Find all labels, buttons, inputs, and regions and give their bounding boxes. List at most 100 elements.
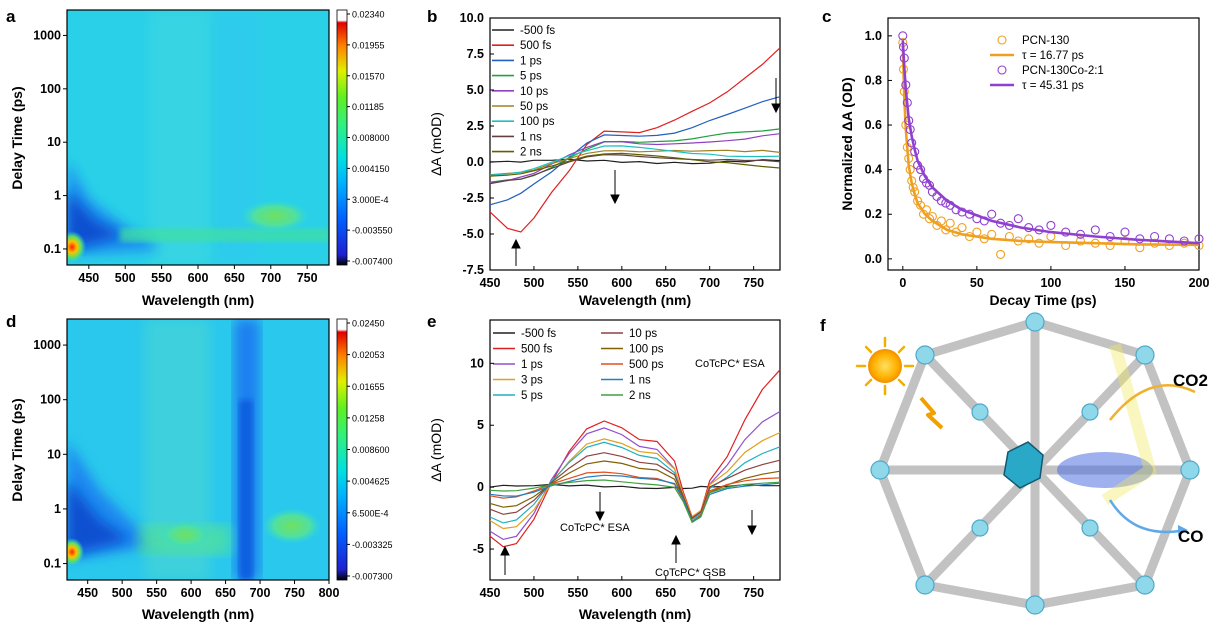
lightning-icon — [919, 396, 944, 430]
data-point — [1090, 225, 1100, 235]
y-tick-label: -2.5 — [462, 191, 484, 205]
legend-label: 50 ps — [520, 101, 548, 113]
cluster-node — [971, 519, 989, 537]
x-tick-label: 450 — [480, 586, 501, 600]
data-point — [898, 31, 908, 41]
co-arrow — [1108, 499, 1186, 534]
y-tick-label: 1000 — [33, 28, 61, 42]
data-point — [1075, 236, 1086, 246]
arrow-b-down-head — [610, 194, 620, 205]
legend-label: 500 ps — [629, 359, 664, 371]
y-tick-label: 0 — [477, 480, 484, 494]
panel-letter-e: e — [427, 312, 436, 331]
annotation-e-gsb: CoTcPC* GSB — [655, 567, 726, 579]
plot-e-arrows — [500, 492, 757, 575]
y-tick-label: 0.4 — [865, 163, 882, 177]
x-tick-label: 600 — [611, 586, 632, 600]
series-line — [489, 133, 781, 183]
y-tick-label: 5 — [477, 418, 484, 432]
heatmap-a-image — [67, 10, 329, 265]
series-line — [489, 431, 781, 530]
heatmap-d-xlabel: Wavelength (nm) — [142, 606, 254, 622]
x-tick-label: 650 — [655, 586, 676, 600]
y-tick-label: 100 — [40, 393, 61, 407]
heatmap-d-ylabel: Delay Time (ps) — [9, 398, 25, 501]
x-tick-label: 500 — [115, 271, 136, 285]
x-tick-label: 500 — [112, 586, 133, 600]
cluster-node — [1180, 460, 1200, 480]
x-tick-label: 450 — [480, 276, 501, 290]
cluster-node — [1025, 595, 1045, 615]
data-point — [1120, 227, 1130, 237]
cluster-node — [971, 403, 989, 421]
y-tick-label: 1 — [54, 502, 61, 516]
plot-c-xlabel: Decay Time (ps) — [989, 292, 1096, 308]
colorbar-tick-label: -0.007400 — [352, 257, 393, 267]
heatmap-d-frame — [66, 318, 330, 581]
cluster-node — [1081, 403, 1099, 421]
panel-letter-d: d — [6, 312, 16, 331]
colorbar-tick-label: 0.01955 — [352, 40, 385, 50]
y-tick-label: 10 — [47, 447, 61, 461]
label-co2: CO2 — [1173, 371, 1208, 390]
colorbar-d — [336, 318, 348, 581]
annotation-e-esa-mid: CoTcPC* ESA — [560, 522, 630, 534]
colorbar-tick-label: -0.007300 — [352, 572, 393, 582]
cluster-node — [870, 460, 890, 480]
cluster-node — [915, 575, 935, 595]
series-line — [489, 452, 781, 520]
legend-label: 500 fs — [521, 344, 553, 356]
x-tick-label: 500 — [524, 276, 545, 290]
legend-label: τ = 16.77 ps — [1022, 50, 1084, 62]
panel-d: d 450 500 550 600 650 700 750 800 0.1 1 10 100 1000… — [6, 312, 393, 622]
legend-label: 1 ps — [521, 359, 543, 371]
series-line — [489, 410, 781, 541]
series-line — [489, 479, 781, 524]
data-point — [1024, 234, 1034, 244]
y-tick-label: 0.0 — [865, 252, 882, 266]
x-tick-label: 450 — [78, 271, 99, 285]
plot-e-xlabel: Wavelength (nm) — [579, 606, 691, 622]
series-line — [489, 96, 781, 206]
label-co: CO — [1178, 527, 1204, 546]
fit-line — [901, 46, 1200, 247]
y-tick-label: 100 — [40, 82, 61, 96]
series-line — [489, 460, 781, 523]
panel-letter-f: f — [820, 316, 826, 335]
framework-nodes — [870, 312, 1200, 615]
data-point — [945, 218, 955, 228]
y-tick-label: -5 — [473, 542, 484, 556]
x-tick-label: 600 — [181, 586, 202, 600]
colorbar-a — [336, 9, 348, 266]
y-tick-label: -7.5 — [462, 263, 484, 277]
colorbar-tick-label: 0.01185 — [352, 102, 384, 112]
x-tick-label: 450 — [77, 586, 98, 600]
heatmap-a-xlabel: Wavelength (nm) — [142, 292, 254, 308]
x-tick-label: 600 — [611, 276, 632, 290]
y-tick-label: 2.5 — [467, 119, 484, 133]
colorbar-tick-label: 0.01655 — [352, 382, 385, 392]
plot-c-ylabel: Normalized ΔA (OD) — [839, 77, 855, 210]
series-line — [489, 47, 781, 233]
legend-label: 1 ns — [629, 375, 651, 387]
colorbar-tick-label: 0.01570 — [352, 71, 385, 81]
plot-b-ylabel: ΔA (mOD) — [428, 112, 444, 176]
legend-label: τ = 45.31 ps — [1022, 80, 1084, 92]
series-line — [489, 441, 781, 524]
colorbar-tick-label: 3.000E-4 — [352, 195, 389, 205]
heatmap-a-ylabel: Delay Time (ps) — [9, 86, 25, 189]
x-tick-label: 650 — [655, 276, 676, 290]
arrow-b-down2-head — [771, 103, 781, 114]
x-tick-label: 550 — [151, 271, 172, 285]
series-line — [489, 471, 781, 523]
x-tick-label: 550 — [146, 586, 167, 600]
colorbar-tick-label: -0.003550 — [352, 226, 393, 236]
series-line — [489, 152, 781, 177]
legend-label: 10 ps — [629, 328, 657, 340]
data-point — [1105, 240, 1115, 251]
y-tick-label: 5.0 — [467, 83, 484, 97]
y-tick-label: 1.0 — [865, 29, 882, 43]
series-line — [489, 158, 781, 165]
cobalt-porphyrin — [1057, 452, 1153, 488]
y-tick-label: -5.0 — [462, 227, 484, 241]
